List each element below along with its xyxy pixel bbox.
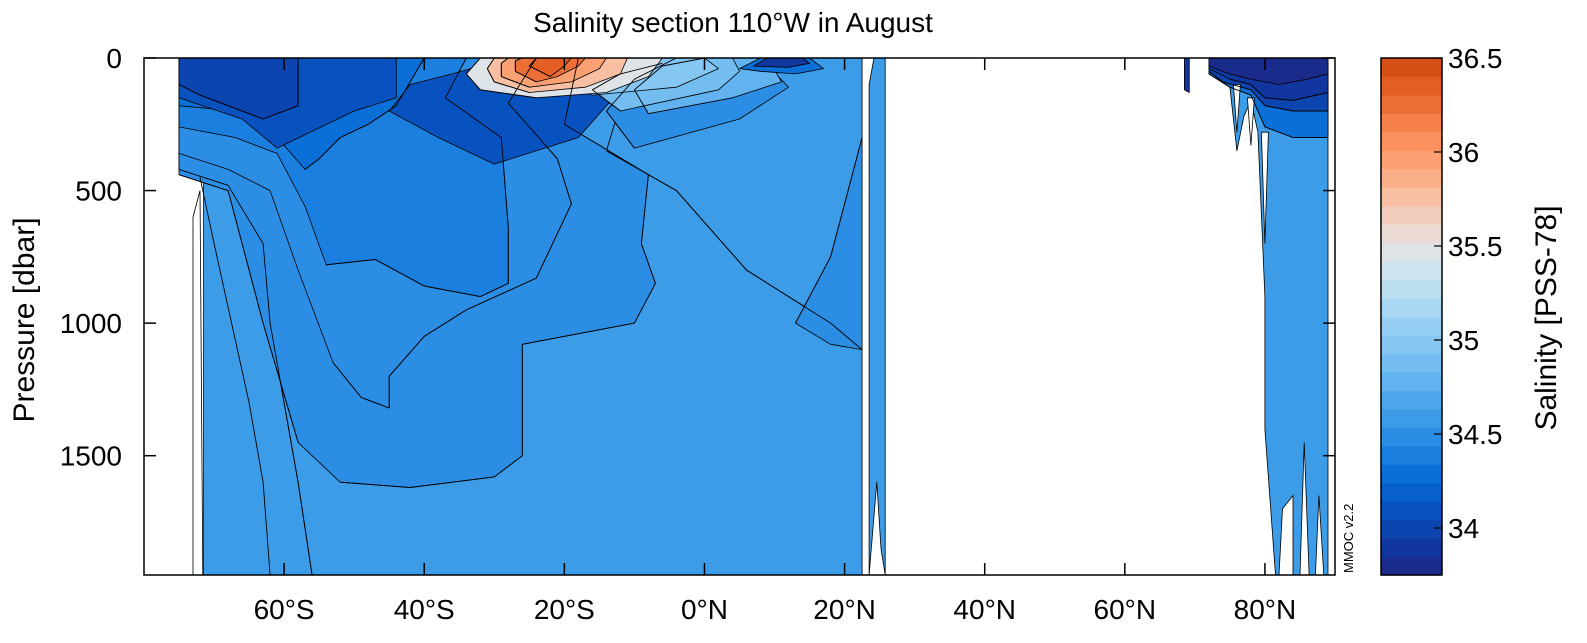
colorbar-tick-label: 36.5 xyxy=(1448,43,1503,74)
chart-title: Salinity section 110°W in August xyxy=(533,7,933,38)
colorbar-swatch xyxy=(1381,316,1442,336)
colorbar-frame xyxy=(1380,57,1443,576)
y-axis: 0 500 1000 1500 xyxy=(60,43,1335,472)
contour-line xyxy=(606,150,863,350)
x-axis: 60°S 40°S 20°S 0°N 20°N 40°N 60°N 80°N xyxy=(254,58,1297,625)
colorbar-swatch xyxy=(1381,408,1442,428)
colorbar-swatch xyxy=(1381,131,1442,151)
colorbar-tick-label: 36 xyxy=(1448,137,1479,168)
contour-line xyxy=(795,137,863,324)
y-tick-label: 0 xyxy=(106,43,122,74)
colorbar-swatch xyxy=(1381,371,1442,391)
colorbar-swatch xyxy=(1381,556,1442,576)
colorbar-swatch xyxy=(1381,501,1442,521)
colorbar-swatch xyxy=(1381,168,1442,188)
watermark-label: MMOC v2.2 xyxy=(1341,504,1356,573)
colorbar: 34 34.5 35 35.5 36 36.5 xyxy=(1380,43,1503,576)
colorbar-swatch xyxy=(1381,76,1442,96)
x-tick-label: 20°S xyxy=(534,594,595,625)
contour-line xyxy=(486,58,530,93)
salinity-region xyxy=(753,58,810,68)
colorbar-swatch xyxy=(1381,353,1442,373)
colorbar-swatch xyxy=(1381,94,1442,114)
no-data-gap xyxy=(1299,442,1310,575)
colorbar-tick-label: 34 xyxy=(1448,513,1479,544)
plot-frame xyxy=(143,57,1336,576)
x-tick-label: 40°N xyxy=(953,594,1016,625)
contour-line xyxy=(528,58,551,78)
contour-line xyxy=(1208,73,1328,138)
colorbar-swatch xyxy=(1381,187,1442,207)
contour-line xyxy=(178,58,299,120)
colorbar-swatch xyxy=(1381,58,1442,78)
colorbar-swatch xyxy=(1381,298,1442,318)
contour-line xyxy=(332,58,572,409)
colorbar-label: Salinity [PSS-78] xyxy=(1530,205,1563,430)
y-axis-label: Pressure [dbar] xyxy=(8,217,41,422)
colorbar-swatch xyxy=(1381,427,1442,447)
x-tick-label: 60°S xyxy=(254,594,315,625)
colorbar-swatch xyxy=(1381,538,1442,558)
no-data-gap xyxy=(192,190,204,575)
contour-line xyxy=(178,168,313,575)
salinity-region xyxy=(1184,58,1190,93)
y-tick-label: 1500 xyxy=(60,441,122,472)
contour-line xyxy=(178,174,299,443)
colorbar-swatch xyxy=(1381,519,1442,539)
contour-line xyxy=(199,177,271,575)
x-tick-label: 0°N xyxy=(681,594,728,625)
contour-line xyxy=(605,58,677,149)
contour-line-layer xyxy=(178,58,1329,575)
salinity-region xyxy=(868,58,886,575)
contour-line xyxy=(500,58,530,88)
colorbar-swatch xyxy=(1381,113,1442,133)
colorbar-swatch xyxy=(1381,390,1442,410)
no-data-gap xyxy=(1314,495,1325,575)
no-data-gap xyxy=(1278,494,1294,575)
contour-line xyxy=(465,58,537,99)
y-tick-label: 1000 xyxy=(60,308,122,339)
contour-line xyxy=(1229,78,1329,101)
colorbar-swatch xyxy=(1381,150,1442,170)
x-tick-label: 40°S xyxy=(394,594,455,625)
contour-line xyxy=(514,58,537,83)
x-tick-label: 20°N xyxy=(813,594,876,625)
colorbar-swatch xyxy=(1381,464,1442,484)
x-tick-label: 60°N xyxy=(1094,594,1157,625)
colorbar-tick-label: 35.5 xyxy=(1448,231,1503,262)
colorbar-swatch xyxy=(1381,482,1442,502)
contour-line xyxy=(340,58,656,488)
colorbar-swatch xyxy=(1381,205,1442,225)
no-data-gap xyxy=(1232,84,1241,133)
colorbar-tick-label: 34.5 xyxy=(1448,419,1503,450)
y-tick-label: 500 xyxy=(75,176,122,207)
colorbar-swatch xyxy=(1381,334,1442,355)
colorbar-swatch xyxy=(1381,224,1442,244)
salinity-fill-layer xyxy=(178,58,1329,575)
contour-line xyxy=(1208,70,1328,112)
contour-line xyxy=(633,58,705,114)
colorbar-swatch xyxy=(1381,445,1442,465)
no-data-gap xyxy=(1260,131,1269,244)
no-data-gap xyxy=(1246,97,1255,146)
salinity-region xyxy=(1208,58,1329,85)
colorbar-swatch xyxy=(1381,279,1442,299)
contour-line xyxy=(304,58,425,170)
colorbar-tick-label: 35 xyxy=(1448,325,1479,356)
x-tick-label: 80°N xyxy=(1234,594,1297,625)
contour-line xyxy=(591,62,663,112)
contour-line xyxy=(326,58,509,298)
colorbar-swatch xyxy=(1381,242,1442,262)
colorbar-swatch xyxy=(1381,261,1442,281)
